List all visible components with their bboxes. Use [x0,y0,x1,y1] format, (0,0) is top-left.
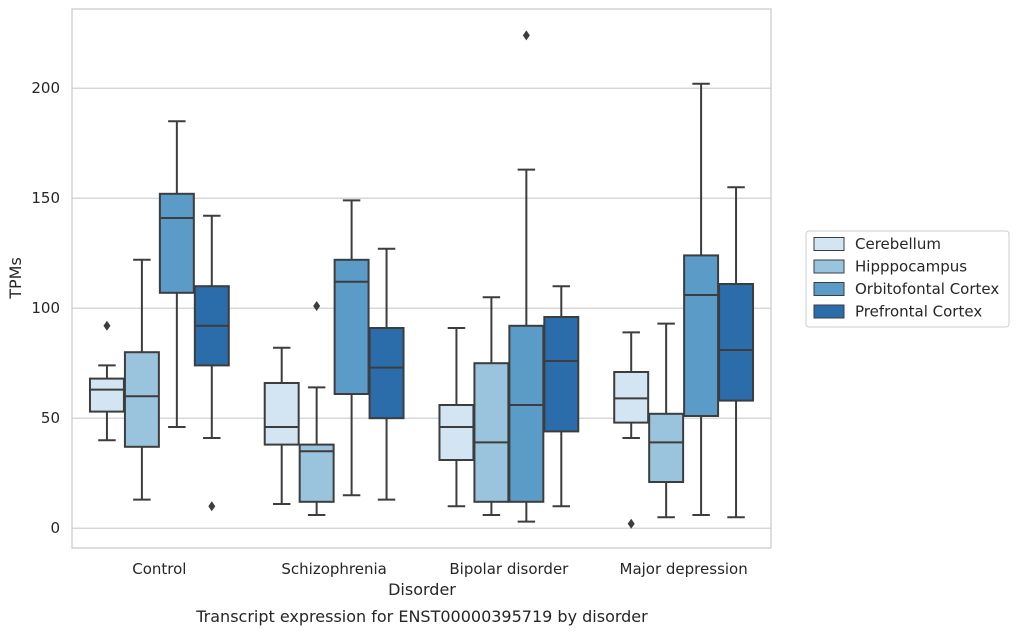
box-iqr [648,412,685,483]
box-hipppocampus [648,322,685,519]
box-groups [88,30,755,529]
y-axis-title: TPMs [6,257,25,300]
box-iqr [368,327,405,420]
outlier-marker [103,320,111,331]
box-iqr [88,377,125,413]
box-cerebellum [613,331,650,529]
box-iqr [263,382,300,446]
x-tick-label: Control [132,560,186,578]
x-axis-title: Disorder [388,580,456,599]
legend-item: Orbitofontal Cortex [813,280,999,298]
box-iqr [683,254,720,417]
x-tick-label: Major depression [620,560,748,578]
y-tick-label: 100 [31,299,60,317]
box-cerebellum [263,346,300,505]
box-hipppocampus [473,296,510,516]
box-prefrontal-cortex [718,186,755,519]
outlier-marker [208,501,216,512]
box-iqr [473,362,510,503]
box-prefrontal-cortex [368,247,405,501]
box-orbitofontal-cortex [508,30,545,523]
legend-label: Prefrontal Cortex [855,303,982,321]
y-tick-label: 200 [31,79,60,97]
box-iqr [298,443,335,503]
box-hipppocampus [123,258,160,501]
outlier-marker [313,301,321,311]
outlier-marker [522,30,530,41]
box-cerebellum [88,320,125,442]
box-iqr [333,258,370,395]
y-tick-label: 50 [41,409,60,427]
y-tick-label: 150 [31,189,60,207]
legend-item: Hipppocampus [813,258,967,276]
legend-item: Cerebellum [813,235,941,253]
box-iqr [123,351,160,448]
box-prefrontal-cortex [543,285,580,508]
legend-swatch [813,237,845,251]
legend-items: Cerebellum Hipppocampus Orbitofontal Corte… [813,235,999,321]
x-tick-label: Schizophrenia [281,560,386,578]
box-iqr [508,324,545,503]
x-tick-labels: Control Schizophrenia Bipolar disorder Majo… [132,560,747,578]
legend-label: Cerebellum [855,235,941,253]
legend: Cerebellum Hipppocampus Orbitofontal Corte… [805,230,1010,328]
x-tick-label: Bipolar disorder [449,560,569,578]
box-iqr [613,371,650,424]
chart-caption: Transcript expression for ENST0000039571… [195,607,648,626]
y-tick-labels: 0 50 100 150 200 [31,79,60,537]
box-iqr [543,316,580,433]
box-hipppocampus [298,301,335,516]
y-tick-label: 0 [50,519,60,537]
legend-frame [805,230,1010,328]
plot-frame [71,8,772,549]
box-iqr [438,404,475,461]
legend-swatch [813,304,845,319]
legend-swatch [813,282,845,296]
box-prefrontal-cortex [193,214,230,512]
box-iqr [718,283,755,402]
legend-item: Prefrontal Cortex [813,303,982,321]
box-iqr [158,192,195,294]
legend-label: Orbitofontal Cortex [855,280,999,298]
box-orbitofontal-cortex [158,120,195,428]
legend-label: Hipppocampus [855,258,967,276]
box-orbitofontal-cortex [333,199,370,497]
legend-swatch [813,259,845,274]
outlier-marker [627,518,635,529]
box-orbitofontal-cortex [683,82,720,516]
box-cerebellum [438,327,475,508]
